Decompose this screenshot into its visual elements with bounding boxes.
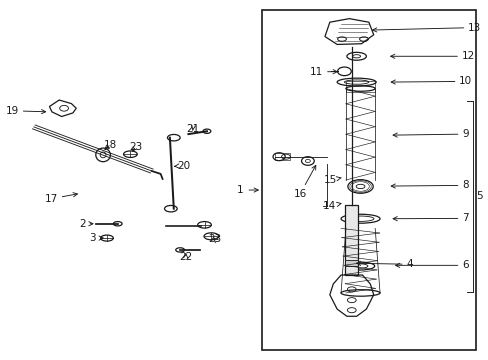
- Text: 7: 7: [392, 213, 468, 223]
- Bar: [345, 81, 374, 92]
- Text: 2: 2: [79, 219, 93, 229]
- Text: 3: 3: [89, 233, 103, 243]
- Text: 13: 13: [372, 23, 480, 33]
- Text: 22: 22: [179, 252, 192, 262]
- Bar: [275, 153, 289, 160]
- Text: 5: 5: [476, 192, 482, 202]
- Text: 14: 14: [322, 201, 340, 211]
- Text: 9: 9: [392, 129, 468, 139]
- Bar: [345, 205, 357, 275]
- Text: 1: 1: [236, 185, 258, 195]
- Text: 20: 20: [174, 161, 190, 171]
- Text: 23: 23: [129, 142, 142, 152]
- Text: 8: 8: [390, 180, 468, 190]
- Text: 18: 18: [103, 140, 117, 150]
- Bar: [261, 10, 475, 350]
- Text: 10: 10: [390, 76, 471, 86]
- Text: 17: 17: [45, 193, 77, 204]
- Text: 11: 11: [309, 67, 337, 77]
- Bar: [345, 260, 357, 266]
- Text: 6: 6: [395, 260, 468, 270]
- Text: 12: 12: [390, 51, 474, 61]
- Text: 21: 21: [186, 124, 199, 134]
- Text: 4: 4: [356, 259, 412, 269]
- Text: 23: 23: [207, 234, 221, 244]
- Text: 19: 19: [6, 106, 45, 116]
- Text: 15: 15: [323, 175, 341, 185]
- Text: 16: 16: [293, 165, 315, 199]
